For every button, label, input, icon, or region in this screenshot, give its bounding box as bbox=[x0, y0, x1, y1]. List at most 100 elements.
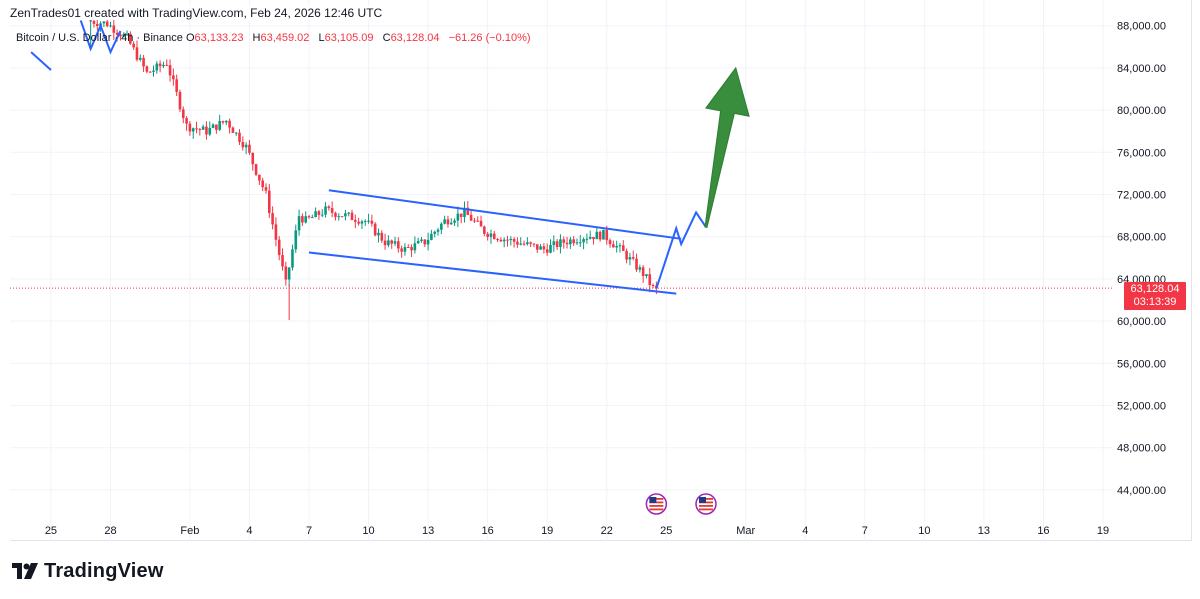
candle-body bbox=[330, 208, 334, 213]
candle bbox=[132, 41, 135, 50]
candle bbox=[311, 214, 314, 219]
tradingview-logo[interactable]: TradingView bbox=[12, 560, 164, 582]
candle bbox=[393, 236, 397, 247]
candle bbox=[592, 236, 595, 245]
candle-body bbox=[112, 25, 116, 33]
candle bbox=[608, 238, 612, 248]
candle bbox=[112, 18, 116, 40]
candle-body bbox=[373, 223, 377, 236]
candle-body bbox=[135, 47, 139, 60]
candle-body bbox=[287, 267, 291, 280]
candle bbox=[102, 21, 106, 28]
candle-body bbox=[188, 123, 192, 132]
candle-body bbox=[377, 232, 380, 236]
candle bbox=[628, 252, 632, 266]
candle-body bbox=[522, 243, 526, 245]
candle bbox=[281, 248, 284, 271]
candle-body bbox=[572, 239, 575, 244]
candle-body bbox=[307, 216, 311, 218]
candle-body bbox=[469, 214, 473, 221]
candle-body bbox=[549, 244, 552, 253]
y-tick-label: 80,000.00 bbox=[1117, 105, 1166, 117]
candle bbox=[175, 74, 178, 97]
candle bbox=[234, 132, 238, 136]
candle bbox=[651, 283, 655, 289]
y-axis: 88,000.00 84,000.00 80,000.00 76,000.00 72,0… bbox=[1117, 21, 1166, 497]
candle bbox=[297, 209, 301, 236]
candle bbox=[277, 236, 281, 261]
candle bbox=[201, 124, 205, 130]
candle bbox=[188, 121, 192, 136]
candle-body bbox=[499, 239, 503, 242]
candle-body bbox=[215, 124, 218, 130]
x-tick-label: 16 bbox=[1037, 525, 1049, 537]
candle bbox=[638, 264, 642, 273]
candle-body bbox=[387, 240, 390, 246]
candle-body bbox=[109, 25, 112, 27]
candle bbox=[261, 177, 264, 192]
candle bbox=[268, 184, 271, 218]
candle-body bbox=[628, 257, 632, 260]
candle-body bbox=[125, 33, 129, 35]
candle-body bbox=[651, 285, 655, 287]
candle-body bbox=[645, 274, 648, 277]
candle bbox=[612, 240, 615, 248]
x-tick-label: 25 bbox=[45, 525, 57, 537]
candle-body bbox=[496, 239, 499, 241]
candle-body bbox=[559, 239, 562, 248]
candle bbox=[109, 21, 112, 28]
x-tick-label: 7 bbox=[862, 525, 868, 537]
candle-body bbox=[582, 239, 585, 243]
candle-body bbox=[211, 124, 215, 128]
candle bbox=[125, 30, 129, 36]
candle-body bbox=[148, 71, 152, 73]
candle bbox=[241, 136, 245, 151]
bar-countdown: 03:13:39 bbox=[1133, 296, 1177, 308]
candle-body bbox=[393, 241, 397, 244]
candle-body bbox=[621, 245, 625, 251]
candle-body bbox=[248, 144, 251, 153]
candle bbox=[602, 229, 605, 240]
candle bbox=[324, 202, 327, 218]
candle-body bbox=[238, 132, 241, 142]
candle bbox=[443, 215, 446, 225]
candle-body bbox=[178, 91, 182, 110]
candle bbox=[595, 226, 599, 240]
candle bbox=[469, 210, 473, 222]
us-flag-event-icon bbox=[695, 493, 717, 515]
candle-body bbox=[198, 128, 202, 130]
chart-credit: ZenTrades01 created with TradingView.com… bbox=[10, 6, 386, 20]
candle bbox=[446, 215, 450, 228]
candle bbox=[631, 250, 635, 261]
candle-body bbox=[271, 213, 274, 225]
candle bbox=[198, 128, 202, 136]
candle-body bbox=[466, 207, 470, 215]
last-price-tag: 63,128.04 03:13:39 bbox=[1124, 282, 1186, 310]
candle bbox=[363, 219, 367, 227]
candle bbox=[572, 236, 575, 247]
candle-body bbox=[311, 217, 314, 219]
candle-body bbox=[162, 64, 165, 67]
candle bbox=[337, 213, 341, 221]
candle-body bbox=[516, 241, 519, 245]
y-tick-label: 72,000.00 bbox=[1117, 190, 1166, 202]
candle-body bbox=[403, 247, 407, 252]
y-tick-label: 88,000.00 bbox=[1117, 21, 1166, 33]
candle bbox=[228, 118, 231, 134]
candle bbox=[506, 235, 509, 247]
close-label: C bbox=[382, 32, 391, 44]
candle-body bbox=[168, 65, 172, 76]
candle bbox=[463, 201, 466, 223]
candle-body bbox=[400, 248, 403, 252]
candle-body bbox=[301, 216, 304, 223]
candle bbox=[155, 61, 159, 74]
symbol-label[interactable]: Bitcoin / U.S. Dollar · 4h · Binance bbox=[16, 32, 183, 44]
candle bbox=[535, 244, 539, 253]
tradingview-logo-icon bbox=[12, 563, 38, 579]
candle bbox=[519, 237, 523, 246]
candle-body bbox=[492, 233, 496, 240]
candle-body bbox=[486, 233, 489, 237]
candle bbox=[248, 140, 251, 155]
candle bbox=[129, 31, 132, 45]
